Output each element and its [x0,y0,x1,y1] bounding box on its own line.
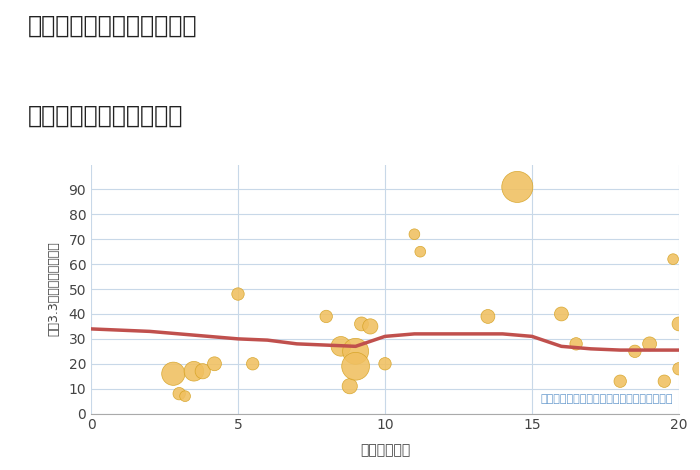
Point [365,322,376,330]
Point [659,377,670,385]
Y-axis label: 坪（3.3㎡）単価（万円）: 坪（3.3㎡）単価（万円） [47,242,60,337]
Point [482,313,493,320]
Point [344,383,356,390]
Point [512,183,523,191]
Point [629,348,641,355]
Point [247,360,258,368]
Point [644,340,655,348]
Point [379,360,391,368]
Point [668,255,679,263]
Point [570,340,582,348]
Point [335,343,346,350]
Point [188,368,199,375]
Text: 駅距離別中古戸建て価格: 駅距離別中古戸建て価格 [28,103,183,127]
Point [615,377,626,385]
Point [673,365,685,373]
X-axis label: 駅距離（分）: 駅距離（分） [360,444,410,458]
Point [350,348,361,355]
Point [350,362,361,370]
Text: 円の大きさは、取引のあった物件面積を示す: 円の大きさは、取引のあった物件面積を示す [540,394,673,404]
Point [197,368,209,375]
Point [174,390,185,398]
Point [356,320,367,328]
Point [232,290,244,298]
Text: 岐阜県高山市荘川町黒谷の: 岐阜県高山市荘川町黒谷の [28,14,197,38]
Point [673,320,685,328]
Point [179,392,190,400]
Point [321,313,332,320]
Point [409,230,420,238]
Point [168,370,179,377]
Point [556,310,567,318]
Point [209,360,220,368]
Point [414,248,426,255]
